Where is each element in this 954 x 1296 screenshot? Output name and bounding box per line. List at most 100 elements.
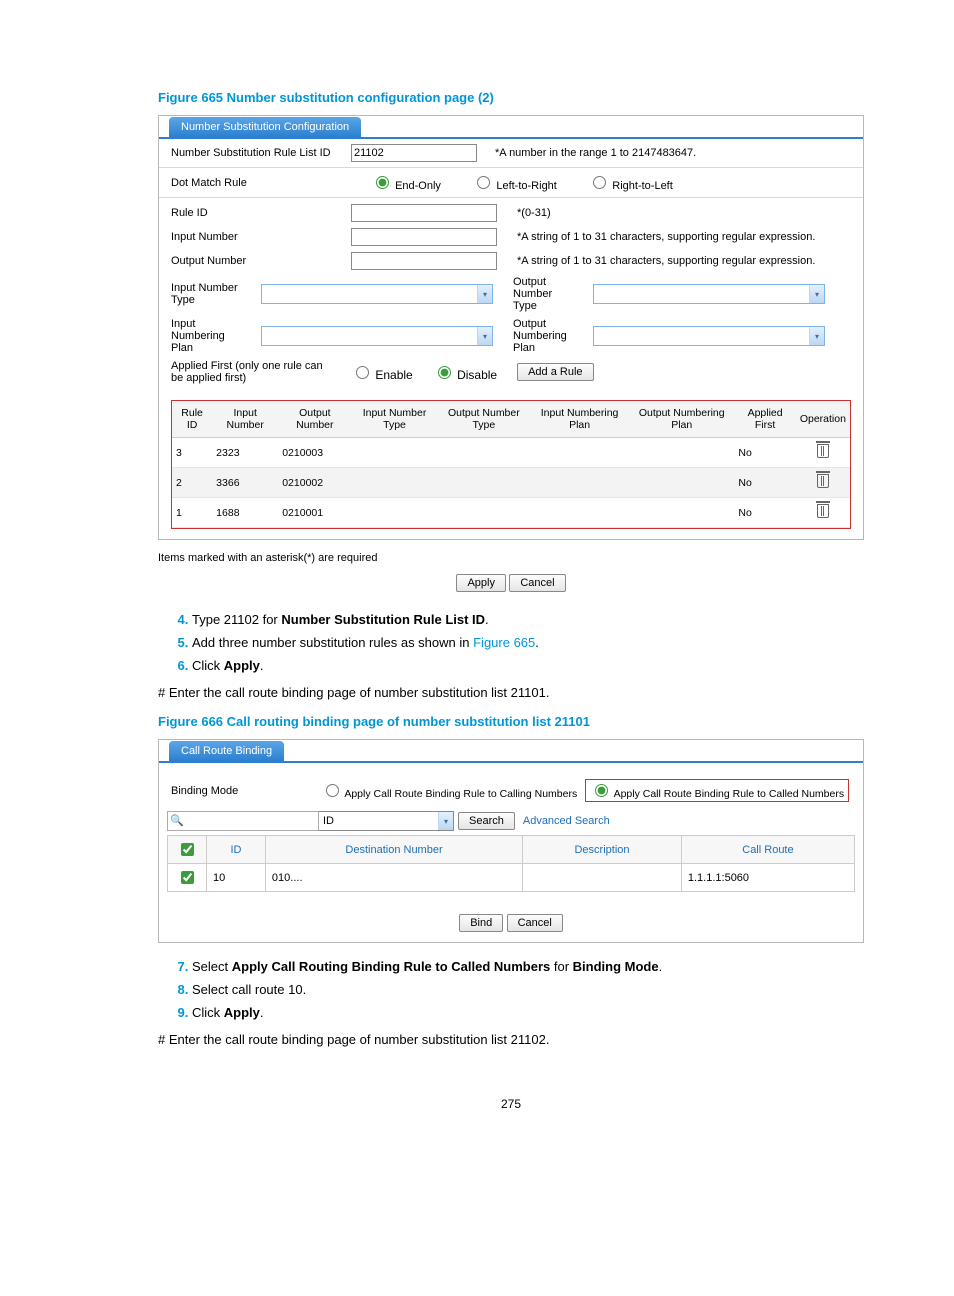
subform: Rule ID *(0-31) Input Number *A string o… — [159, 198, 863, 396]
select-input-numbering-plan[interactable]: ▾ — [261, 326, 493, 346]
select-input-number-type[interactable]: ▾ — [261, 284, 493, 304]
advanced-search-link[interactable]: Advanced Search — [523, 815, 610, 827]
cell-applied-first: No — [734, 498, 795, 528]
apply-cancel-row-1: Apply Cancel — [158, 574, 864, 600]
th-dest-num: Destination Number — [265, 836, 522, 864]
th-output-numbering-plan: Output Numbering Plan — [629, 401, 734, 438]
radio-l2r[interactable]: Left-to-Right — [472, 180, 557, 192]
chevron-down-icon: ▾ — [809, 285, 824, 303]
call-route-table: ID Destination Number Description Call R… — [167, 835, 855, 892]
input-output-number[interactable] — [351, 252, 497, 270]
row-binding-mode: Binding Mode Apply Call Route Binding Ru… — [159, 763, 863, 807]
asterisk-note: Items marked with an asterisk(*) are req… — [158, 548, 864, 574]
label-output-numbering-plan: Output Numbering Plan — [513, 318, 573, 354]
th-input-number: Input Number — [212, 401, 278, 438]
figure-665-screenshot: Number Substitution Configuration Number… — [158, 115, 864, 540]
trash-icon[interactable] — [817, 444, 829, 458]
table-row: 10 010.... 1.1.1.1:5060 — [168, 864, 855, 892]
cell-output-number: 0210003 — [278, 438, 351, 468]
input-list-id[interactable] — [351, 144, 477, 162]
figure-666-screenshot: Call Route Binding Binding Mode Apply Ca… — [158, 739, 864, 943]
label-rule-id: Rule ID — [171, 207, 331, 219]
label-applied-first: Applied First (only one rule can be appl… — [171, 360, 331, 384]
trash-icon[interactable] — [817, 504, 829, 518]
hash-line-2: # Enter the call route binding page of n… — [158, 1032, 864, 1047]
row-list-id: Number Substitution Rule List ID *A numb… — [159, 139, 863, 168]
instructions-2: Select Apply Call Routing Binding Rule t… — [158, 959, 864, 1020]
radio-disable[interactable]: Disable — [433, 363, 497, 382]
th-input-number-type: Input Number Type — [351, 401, 437, 438]
radio-enable[interactable]: Enable — [351, 363, 413, 382]
radio-r2l[interactable]: Right-to-Left — [588, 180, 673, 192]
figure-665-title: Figure 665 Number substitution configura… — [158, 90, 864, 105]
hash-line-1: # Enter the call route binding page of n… — [158, 685, 864, 700]
cell-input-number: 2323 — [212, 438, 278, 468]
cell-applied-first: No — [734, 468, 795, 498]
select-id[interactable]: ID ▾ — [318, 811, 454, 831]
table-row: 3 2323 0210003 No — [172, 438, 850, 468]
bind-button[interactable]: Bind — [459, 914, 503, 932]
th-input-numbering-plan: Input Numbering Plan — [530, 401, 629, 438]
th-id: ID — [207, 836, 266, 864]
tab-number-substitution[interactable]: Number Substitution Configuration — [169, 117, 361, 137]
apply-button[interactable]: Apply — [456, 574, 506, 592]
search-input[interactable]: 🔍 — [167, 811, 319, 831]
cancel-button-2[interactable]: Cancel — [507, 914, 563, 932]
cell-rule-id: 2 — [172, 468, 212, 498]
hint-output-number: *A string of 1 to 31 characters, support… — [517, 255, 815, 267]
hint-rule-id: *(0-31) — [517, 207, 551, 219]
figure-666-title: Figure 666 Call routing binding page of … — [158, 714, 864, 729]
label-list-id: Number Substitution Rule List ID — [171, 147, 351, 159]
cell-call-route: 1.1.1.1:5060 — [681, 864, 854, 892]
bind-cancel-row: Bind Cancel — [159, 914, 863, 940]
cell-output-number: 0210001 — [278, 498, 351, 528]
step-7: Select Apply Call Routing Binding Rule t… — [192, 959, 864, 974]
step-9: Click Apply. — [192, 1005, 864, 1020]
hint-list-id: *A number in the range 1 to 2147483647. — [495, 147, 696, 159]
select-output-number-type[interactable]: ▾ — [593, 284, 825, 304]
rules-table-wrap: Rule ID Input Number Output Number Input… — [171, 400, 851, 529]
input-rule-id[interactable] — [351, 204, 497, 222]
th-desc: Description — [523, 836, 682, 864]
tab-bar: Number Substitution Configuration — [159, 118, 863, 139]
cell-desc — [523, 864, 682, 892]
step-6: Click Apply. — [192, 658, 864, 673]
select-output-numbering-plan[interactable]: ▾ — [593, 326, 825, 346]
label-output-number: Output Number — [171, 255, 331, 267]
th-applied-first: Applied First — [734, 401, 795, 438]
table-row: 2 3366 0210002 No — [172, 468, 850, 498]
th-output-number: Output Number — [278, 401, 351, 438]
add-rule-button[interactable]: Add a Rule — [517, 363, 593, 381]
cell-applied-first: No — [734, 438, 795, 468]
table-row: 1 1688 0210001 No — [172, 498, 850, 528]
step-5: Add three number substitution rules as s… — [192, 635, 864, 650]
cell-rule-id: 1 — [172, 498, 212, 528]
search-button[interactable]: Search — [458, 812, 515, 830]
page: Figure 665 Number substitution configura… — [0, 0, 954, 1151]
cell-id: 10 — [207, 864, 266, 892]
step-4: Type 21102 for Number Substitution Rule … — [192, 612, 864, 627]
input-input-number[interactable] — [351, 228, 497, 246]
checkbox-select-all[interactable] — [181, 843, 194, 856]
page-number: 275 — [158, 1097, 864, 1111]
radio-called-numbers[interactable]: Apply Call Route Binding Rule to Called … — [585, 779, 849, 802]
cancel-button[interactable]: Cancel — [509, 574, 565, 592]
radio-calling-numbers[interactable]: Apply Call Route Binding Rule to Calling… — [321, 781, 577, 800]
checkbox-row[interactable] — [181, 871, 194, 884]
label-input-number-type: Input Number Type — [171, 282, 241, 306]
th-operation: Operation — [796, 401, 850, 438]
cell-input-number: 3366 — [212, 468, 278, 498]
cell-rule-id: 3 — [172, 438, 212, 468]
trash-icon[interactable] — [817, 474, 829, 488]
radio-end-only[interactable]: End-Only — [371, 180, 441, 192]
tab-call-route-binding[interactable]: Call Route Binding — [169, 741, 284, 761]
label-input-number: Input Number — [171, 231, 331, 243]
th-rule-id: Rule ID — [172, 401, 212, 438]
th-output-number-type: Output Number Type — [438, 401, 531, 438]
chevron-down-icon: ▾ — [438, 812, 453, 830]
search-row: 🔍 ID ▾ Search Advanced Search — [159, 807, 863, 835]
label-output-number-type: Output Number Type — [513, 276, 573, 312]
cell-dest-num: 010.... — [265, 864, 522, 892]
cell-output-number: 0210002 — [278, 468, 351, 498]
th-call-route: Call Route — [681, 836, 854, 864]
